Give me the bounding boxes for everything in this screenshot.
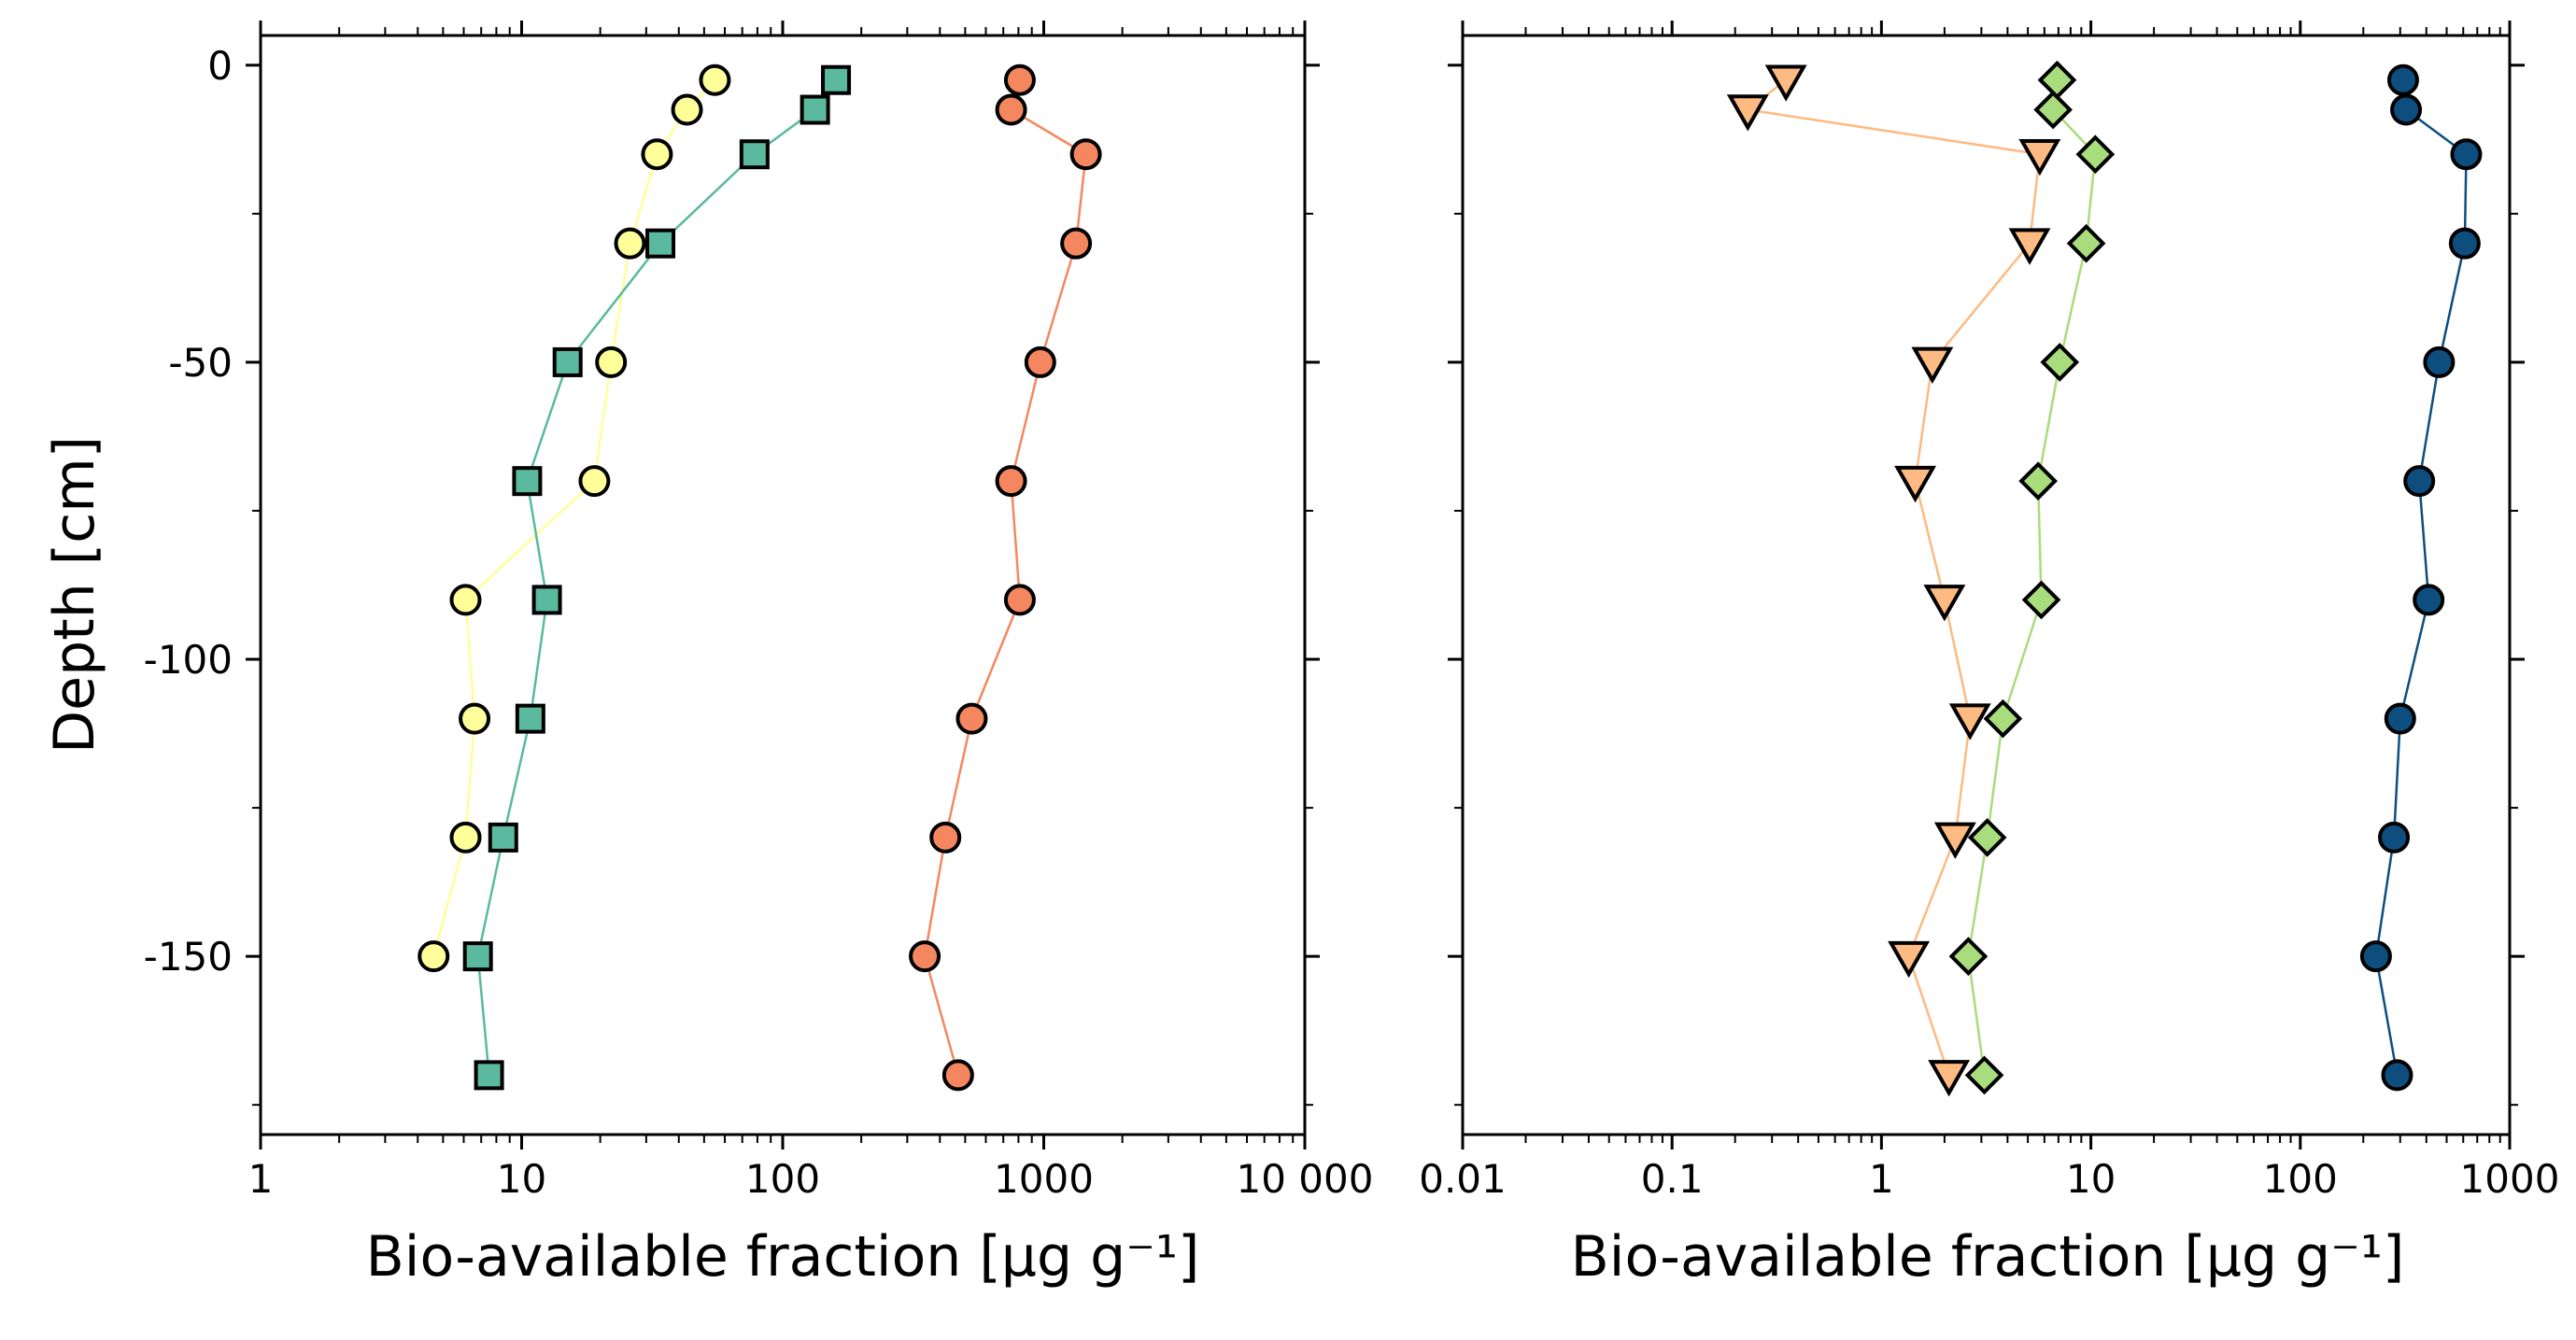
data-point-triangle-down	[2008, 228, 2051, 265]
x-tick-label: 10	[497, 1156, 546, 1202]
x-tick-label: 1	[248, 1156, 274, 1202]
data-point-circle	[671, 93, 703, 126]
y-tick-label: -150	[144, 934, 233, 980]
x-tick-label: 1	[1869, 1156, 1894, 1202]
data-point-circle	[699, 63, 731, 96]
data-point-circle	[2359, 940, 2392, 973]
y-tick-label: -50	[168, 340, 233, 386]
data-point-triangle-down	[1923, 585, 1966, 622]
data-point-circle	[2403, 465, 2436, 498]
data-point-diamond	[2018, 461, 2058, 501]
x-tick-label: 0.01	[1419, 1156, 1507, 1202]
data-point-circle	[1003, 584, 1036, 616]
data-point-triangle-down	[2018, 138, 2061, 176]
data-point-square	[512, 466, 543, 497]
data-point-triangle-down	[1911, 346, 1954, 384]
data-point-square	[821, 64, 852, 95]
data-point-circle	[929, 821, 962, 853]
data-point-circle	[2423, 346, 2456, 378]
data-point-square	[515, 703, 545, 734]
x-axis-label-right: Bio-available fraction [µg g⁻¹]	[1571, 1224, 2405, 1290]
data-point-circle	[595, 346, 628, 378]
data-point-diamond	[1967, 818, 2007, 857]
panel-left: 1 10 100 1000 10 000 0 -50 -100 -150	[144, 21, 1374, 1202]
data-point-square	[739, 139, 770, 170]
data-point-circle	[2413, 584, 2445, 616]
data-point-circle	[614, 227, 646, 260]
data-point-diamond	[2066, 223, 2106, 263]
data-point-diamond	[1948, 937, 1989, 976]
data-point-circle	[995, 93, 1027, 126]
data-point-triangle-down	[1933, 822, 1976, 859]
data-point-triangle-down	[1948, 703, 1991, 741]
data-point-circle	[1003, 63, 1036, 96]
data-point-circle	[2390, 93, 2423, 126]
data-point-triangle-down	[1894, 465, 1937, 503]
data-point-circle	[2381, 1059, 2413, 1092]
data-point-circle	[909, 940, 941, 973]
data-point-square	[552, 346, 583, 377]
data-point-square	[488, 822, 518, 853]
x-tick-label: 1000	[2460, 1156, 2560, 1202]
y-tick-label: 0	[207, 43, 233, 89]
y-axis-label: Depth [cm]	[42, 436, 107, 754]
data-point-circle	[2450, 138, 2483, 171]
data-point-circle	[1060, 227, 1093, 260]
data-point-square	[474, 1060, 504, 1091]
data-point-circle	[418, 940, 450, 973]
data-point-square	[531, 585, 562, 615]
data-point-circle	[641, 138, 673, 171]
data-point-circle	[2384, 702, 2416, 735]
x-tick-label: 10	[2066, 1156, 2116, 1202]
data-point-circle	[459, 702, 491, 735]
y-tick-label: -100	[144, 637, 233, 683]
data-point-circle	[1024, 346, 1056, 378]
x-tick-label: 10 000	[1237, 1156, 1374, 1202]
data-point-triangle-down	[1764, 64, 1807, 102]
x-tick-label: 0.1	[1641, 1156, 1704, 1202]
data-point-diamond	[1964, 1055, 2004, 1095]
data-point-diamond	[2033, 90, 2073, 130]
data-point-diamond	[2075, 134, 2116, 175]
data-point-diamond	[1983, 698, 2023, 739]
x-axis-label-left: Bio-available fraction [µg g⁻¹]	[366, 1224, 1200, 1290]
data-point-square	[462, 941, 493, 972]
data-point-circle	[449, 584, 482, 616]
data-point-circle	[449, 821, 482, 853]
data-point-triangle-down	[1888, 940, 1931, 979]
panel-right: 0.01 0.1 1 10 100 1000	[1419, 21, 2559, 1202]
data-point-diamond	[2040, 343, 2080, 382]
data-point-circle	[1069, 138, 1102, 171]
data-point-triangle-down	[1928, 1060, 1971, 1097]
data-point-diamond	[2021, 580, 2061, 620]
data-point-circle	[2378, 821, 2411, 853]
data-point-circle	[941, 1059, 974, 1092]
data-point-square	[645, 228, 676, 259]
data-point-circle	[578, 465, 611, 498]
data-point-circle	[955, 702, 988, 735]
data-point-circle	[995, 465, 1027, 498]
data-point-square	[800, 94, 830, 125]
data-point-circle	[2448, 227, 2481, 260]
series-line-0	[432, 78, 716, 957]
x-tick-label: 1000	[994, 1156, 1094, 1202]
data-point-circle	[2386, 63, 2419, 96]
x-tick-label: 100	[2263, 1156, 2338, 1202]
data-point-triangle-down	[1726, 94, 1769, 132]
x-tick-label: 100	[745, 1156, 820, 1202]
plot-frame	[1461, 34, 2512, 1136]
